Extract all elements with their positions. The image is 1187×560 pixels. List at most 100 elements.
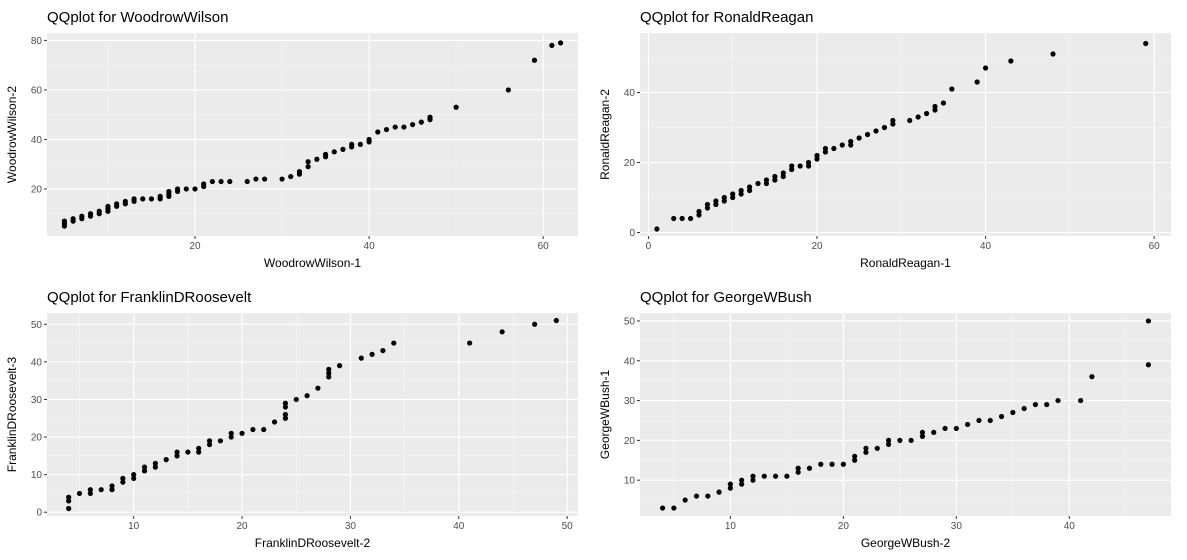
data-point [557, 40, 564, 46]
data-point [795, 465, 801, 471]
data-point [305, 164, 311, 170]
data-point [932, 103, 938, 110]
data-point [174, 186, 181, 192]
data-point [391, 340, 397, 346]
qqplot-panel-georgewbush: 10 20 30 40 10 20 30 40 50 QQplot for GeorgeWBush… [593, 280, 1187, 560]
data-point [120, 475, 126, 482]
data-point [931, 429, 937, 436]
x-tick-label: 20 [811, 241, 823, 252]
data-point [852, 457, 858, 463]
data-point [1145, 362, 1152, 368]
data-point [315, 385, 321, 391]
data-point [705, 493, 711, 499]
data-point [908, 437, 914, 443]
data-point [183, 186, 189, 192]
data-point [239, 430, 245, 436]
x-axis-label: FranklinDRoosevelt-2 [255, 536, 371, 550]
data-point [261, 426, 267, 433]
data-point [919, 433, 926, 439]
x-tick-label: 20 [838, 521, 850, 532]
data-point [185, 449, 191, 455]
data-point [840, 461, 846, 467]
x-tick-label: 40 [980, 241, 992, 252]
y-tick-label: 10 [31, 470, 43, 481]
y-tick-label: 20 [624, 158, 636, 169]
data-point [940, 100, 947, 106]
data-point [157, 193, 163, 199]
x-tick-label: 30 [951, 521, 963, 532]
data-point [965, 421, 971, 428]
data-point [780, 170, 786, 176]
data-point [279, 176, 285, 182]
data-point [907, 117, 913, 124]
plot-background [640, 313, 1171, 516]
x-tick-label: 10 [725, 521, 737, 532]
data-point [1050, 51, 1056, 57]
data-point [271, 419, 278, 425]
data-point [326, 370, 332, 376]
data-point [727, 485, 733, 491]
data-point [148, 196, 155, 202]
y-axis-label: GeorgeWBush-1 [598, 369, 612, 459]
data-point [250, 426, 256, 433]
data-point [499, 329, 505, 335]
data-point [974, 79, 980, 85]
data-point [66, 505, 72, 512]
data-point [739, 477, 745, 483]
data-point [87, 211, 94, 217]
data-point [218, 178, 224, 185]
data-point [152, 460, 158, 466]
x-axis-label: RonaldReagan-1 [860, 256, 951, 270]
data-point [1143, 40, 1149, 47]
y-tick-label: 60 [31, 85, 43, 96]
data-point [789, 163, 795, 169]
data-point [763, 177, 770, 183]
data-point [814, 152, 820, 159]
x-tick-label: 20 [236, 521, 248, 532]
data-point [772, 173, 778, 180]
data-point [863, 449, 869, 455]
data-point [120, 479, 126, 485]
data-point [831, 145, 837, 152]
data-point [282, 400, 289, 406]
data-point [196, 445, 202, 451]
y-tick-label: 80 [31, 36, 43, 47]
chart-svg-georgewbush: 10 20 30 40 10 20 30 40 50 QQplot for GeorgeWBush… [598, 289, 1171, 550]
data-point [340, 146, 346, 152]
data-point [141, 468, 148, 474]
data-point [750, 477, 756, 483]
data-point [730, 191, 736, 197]
data-point [262, 176, 268, 182]
qqplot-panel-franklindroosevelt: 10 20 30 40 50 0 10 20 30 40 50 QQplot for Franklin… [0, 280, 593, 560]
data-point [174, 453, 180, 459]
data-point [282, 415, 289, 421]
data-point [96, 208, 102, 214]
y-tick-label: 30 [31, 395, 43, 406]
data-point [453, 104, 459, 110]
data-point [942, 425, 948, 432]
data-point [829, 461, 835, 467]
data-point [227, 178, 233, 185]
data-point [296, 169, 303, 175]
y-tick-label: 50 [624, 316, 636, 327]
y-axis-label: WoodrowWilson-2 [5, 86, 19, 183]
data-point [750, 473, 756, 479]
data-point [1145, 318, 1152, 324]
data-point [919, 429, 926, 436]
data-point [923, 110, 930, 117]
data-point [852, 453, 858, 459]
data-point [141, 464, 148, 470]
chart-svg-ronaldreagan: 0 20 40 60 0 20 40 QQplot for RonaldReagan Ronal… [598, 9, 1171, 270]
data-point [874, 445, 880, 451]
data-point [727, 481, 733, 487]
data-point [505, 87, 511, 93]
data-point [856, 135, 862, 141]
data-point [822, 145, 829, 152]
data-point [713, 198, 719, 204]
data-point [192, 186, 198, 192]
data-point [305, 159, 311, 165]
data-point [109, 483, 115, 489]
data-point [1032, 401, 1039, 408]
x-tick-label: 40 [364, 241, 376, 252]
y-tick-label: 20 [31, 184, 43, 195]
